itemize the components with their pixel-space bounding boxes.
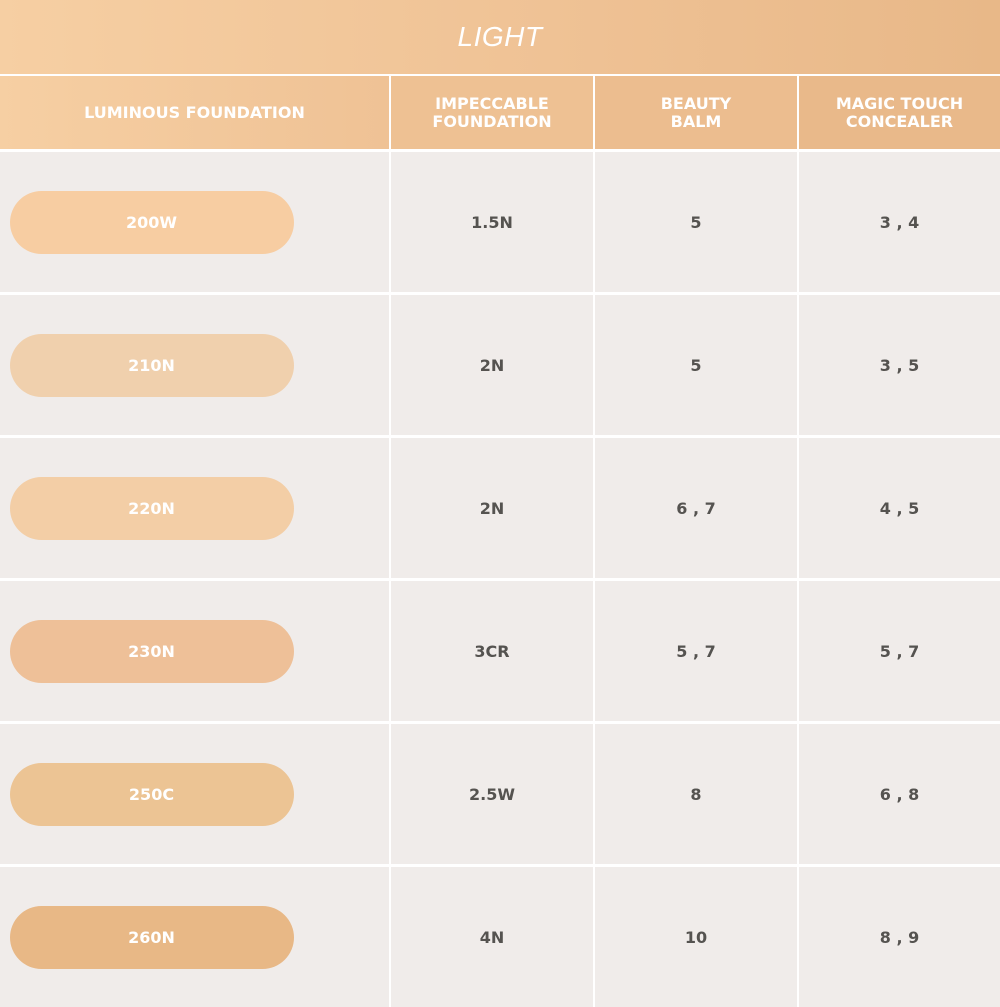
beauty-balm-value: 6 , 7 xyxy=(595,438,797,578)
impeccable-value: 2.5W xyxy=(391,724,593,864)
shade-swatch: 260N xyxy=(9,905,294,969)
impeccable-value: 1.5N xyxy=(391,152,593,292)
shade-swatch: 210N xyxy=(9,333,294,397)
shade-swatch: 230N xyxy=(9,619,294,683)
page-title: LIGHT xyxy=(457,21,543,52)
impeccable-value: 4N xyxy=(391,867,593,1007)
column-header-luminous-foundation: LUMINOUS FOUNDATION xyxy=(0,76,389,149)
shade-swatch: 200W xyxy=(9,190,294,254)
shade-cell: 220N xyxy=(0,438,389,578)
beauty-balm-value: 8 xyxy=(595,724,797,864)
concealer-value: 4 , 5 xyxy=(799,438,1000,578)
beauty-balm-value: 5 xyxy=(595,295,797,435)
concealer-value: 3 , 5 xyxy=(799,295,1000,435)
concealer-value: 5 , 7 xyxy=(799,581,1000,721)
column-header-impeccable-foundation: IMPECCABLE FOUNDATION xyxy=(391,76,593,149)
concealer-value: 3 , 4 xyxy=(799,152,1000,292)
shade-swatch: 250C xyxy=(9,762,294,826)
shade-cell: 200W xyxy=(0,152,389,292)
beauty-balm-value: 10 xyxy=(595,867,797,1007)
column-header-magic-touch-concealer: MAGIC TOUCH CONCEALER xyxy=(799,76,1000,149)
shade-cell: 230N xyxy=(0,581,389,721)
shade-table: LUMINOUS FOUNDATION IMPECCABLE FOUNDATION… xyxy=(0,76,1000,1007)
impeccable-value: 3CR xyxy=(391,581,593,721)
beauty-balm-value: 5 , 7 xyxy=(595,581,797,721)
shade-cell: 210N xyxy=(0,295,389,435)
impeccable-value: 2N xyxy=(391,295,593,435)
title-band: LIGHT xyxy=(0,0,1000,74)
shade-cell: 260N xyxy=(0,867,389,1007)
shade-cell: 250C xyxy=(0,724,389,864)
beauty-balm-value: 5 xyxy=(595,152,797,292)
shade-swatch: 220N xyxy=(9,476,294,540)
concealer-value: 8 , 9 xyxy=(799,867,1000,1007)
impeccable-value: 2N xyxy=(391,438,593,578)
column-header-beauty-balm: BEAUTY BALM xyxy=(595,76,797,149)
concealer-value: 6 , 8 xyxy=(799,724,1000,864)
